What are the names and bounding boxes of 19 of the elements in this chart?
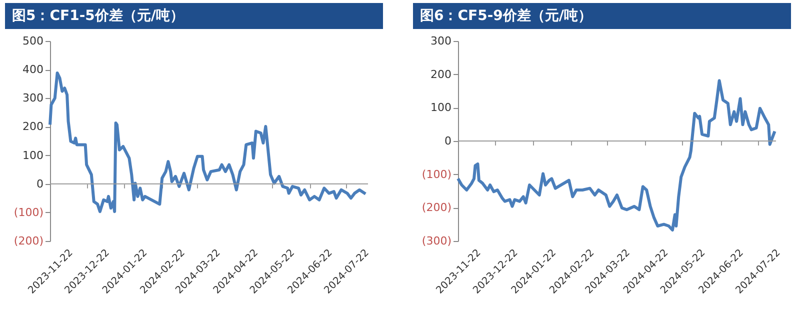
- y-tick-label: (200): [14, 234, 44, 248]
- y-tick-label: (100): [14, 206, 44, 219]
- y-tick-label: (200): [422, 201, 452, 214]
- y-tick-label: (300): [422, 234, 452, 248]
- y-tick-label: (100): [422, 168, 452, 181]
- y-tick-label: 500: [22, 34, 44, 48]
- y-tick-label: 200: [430, 68, 452, 81]
- y-tick-label: 400: [22, 63, 44, 76]
- y-tick-label: 200: [22, 120, 44, 134]
- y-tick-label: 300: [430, 34, 452, 48]
- y-tick-label: 100: [22, 148, 44, 162]
- chart-title: 图5：CF1-5价差（元/吨）: [12, 8, 184, 24]
- y-tick-label: 0: [444, 134, 452, 148]
- y-tick-label: 100: [430, 101, 452, 114]
- y-tick-label: 0: [36, 177, 44, 190]
- chart-title: 图6：CF5-9价差（元/吨）: [420, 8, 592, 24]
- y-tick-label: 300: [22, 92, 44, 105]
- line-series: [456, 79, 776, 232]
- line-series: [48, 72, 368, 214]
